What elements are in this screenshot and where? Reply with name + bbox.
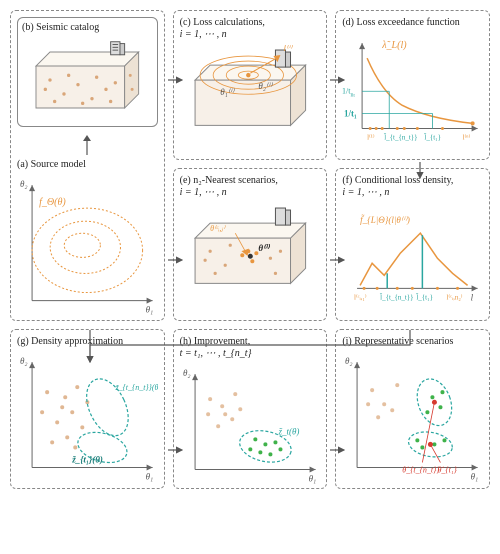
svg-text:θ₂: θ₂: [183, 368, 191, 378]
panel-h: (h) Improvement, t = t₁, ⋯ , t_{n_t} θ₁ …: [173, 329, 328, 490]
e-near: θ⁽ᶜᵢ,ⱼ⁾: [210, 224, 226, 233]
a-fn: f_Θ(θ): [39, 197, 66, 208]
f-fn: f̃_{L|Θ}(l|θ⁽ⁱ⁾): [360, 215, 410, 225]
svg-text:θ₂: θ₂: [20, 356, 28, 366]
a-ylabel: θ₂: [20, 179, 28, 189]
title-d: (d) Loss exceedance function: [342, 17, 483, 29]
cond-density-plot: l f̃_{L|Θ}(l|θ⁽ⁱ⁾) l⁽ᶜᵢ,₁⁾ l̂_{t_{n_t}} …: [342, 203, 483, 303]
i-th2: θ̂_{t₁}: [438, 465, 458, 474]
svg-text:θ₁: θ₁: [308, 473, 316, 483]
panel-e: (e) n₂-Nearest scenarios, i = 1, ⋯ , n θ…: [173, 168, 328, 320]
nearest-box: θ⁽ᶜᵢ,ⱼ⁾ θ⁽ⁱ⁾: [180, 203, 321, 298]
title-i: (i) Representative scenarios: [342, 336, 483, 348]
a-xlabel: θ₁: [146, 305, 154, 315]
panel-d: (d) Loss exceedance function λ̃_L(l) 1/t…: [335, 10, 490, 160]
f-x1: l⁽ᶜᵢ,₁⁾: [354, 294, 367, 302]
title-b: (b) Seismic catalog: [22, 22, 153, 34]
c-th1: θ₁⁽ⁱ⁾: [220, 87, 235, 97]
svg-text:θ₂: θ₂: [345, 356, 353, 366]
d-yt1: 1/tnₜ: [342, 86, 355, 98]
d-x1: l⁽¹⁾: [367, 133, 375, 141]
c-th2: θ₂⁽ⁱ⁾: [258, 81, 273, 91]
d-x2: l̂_{t_{n_t}}: [383, 133, 418, 141]
title-a: (a) Source model: [17, 159, 158, 171]
f-xlab: l: [471, 293, 474, 303]
title-c: (c) Loss calculations, i = 1, ⋯ , n: [180, 17, 321, 41]
d-ylab: λ̃_L(l): [382, 40, 408, 51]
svg-text:θ₁: θ₁: [146, 471, 154, 481]
svg-text:θ₁: θ₁: [471, 471, 479, 481]
h-z: z̃_t(θ): [277, 426, 299, 436]
e-ctr: θ⁽ⁱ⁾: [258, 244, 271, 254]
catalog-box: [22, 38, 153, 122]
f-x3: l̂_{t₁}: [415, 294, 433, 302]
density-approx-plot: θ₁ θ₂ z̃_{t_{n_t}}(θ) z̃_{t₁}(θ): [17, 352, 158, 483]
title-g: (g) Density approximation: [17, 336, 158, 348]
g-z1: z̃_{t_{n_t}}(θ): [114, 383, 157, 392]
d-x4: l⁽ⁿ⁾: [463, 133, 471, 141]
d-yt2: 1/t₁: [344, 108, 357, 118]
rep-scenarios-plot: θ₁ θ₂ θ̂_{t_{n_t}} θ̂_{t₁}: [342, 352, 483, 483]
d-x3: l̂_{t₁}: [424, 133, 442, 141]
panel-b: (b) Seismic catalog: [17, 17, 158, 127]
title-h: (h) Improvement, t = t₁, ⋯ , t_{n_t}: [180, 336, 321, 360]
panel-c: (c) Loss calculations, i = 1, ⋯ , n: [173, 10, 328, 160]
panel-a-container: (b) Seismic catalog: [10, 10, 165, 321]
g-z2: z̃_{t₁}(θ): [71, 454, 103, 464]
panel-i: (i) Representative scenarios θ₁ θ₂: [335, 329, 490, 490]
panel-g: (g) Density approximation θ₁ θ₂ z̃_{t_{n…: [10, 329, 165, 490]
title-f: (f) Conditional loss density, i = 1, ⋯ ,…: [342, 175, 483, 199]
panel-f: (f) Conditional loss density, i = 1, ⋯ ,…: [335, 168, 490, 320]
f-x4: l⁽ᶜᵢ,n₂⁾: [447, 294, 463, 302]
title-e: (e) n₂-Nearest scenarios, i = 1, ⋯ , n: [180, 175, 321, 199]
loss-calc-box: l⁽ⁱ⁾ θ₁⁽ⁱ⁾ θ₂⁽ⁱ⁾: [180, 45, 321, 140]
source-model-plot: θ₁ θ₂ f_Θ(θ): [17, 175, 158, 316]
exceedance-plot: λ̃_L(l) 1/tnₜ 1/t₁ l⁽¹⁾ l̂_{t_{n_t}} l̂_…: [342, 33, 483, 144]
f-x2: l̂_{t_{n_t}}: [379, 294, 414, 302]
i-th1: θ̂_{t_{n_t}}: [403, 465, 441, 474]
improvement-plot: θ₁ θ₂ z̃_t(θ): [180, 364, 321, 485]
c-l: l⁽ⁱ⁾: [283, 45, 293, 53]
arrow-a-to-b: [77, 135, 97, 155]
